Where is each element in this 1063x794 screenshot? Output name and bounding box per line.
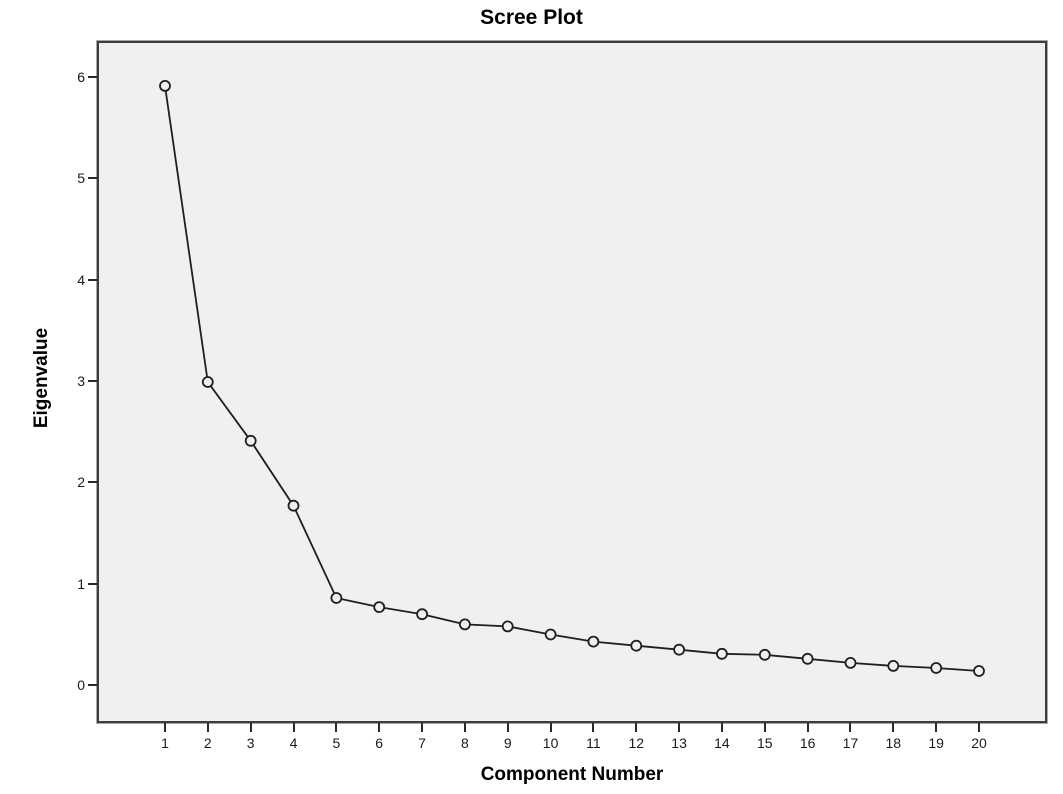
- y-tick-mark: [88, 684, 97, 687]
- y-tick-mark: [88, 278, 97, 281]
- y-tick-mark: [88, 379, 97, 382]
- x-tick-label: 1: [161, 735, 169, 751]
- data-point-marker: [501, 620, 514, 633]
- y-tick-label: 3: [77, 372, 85, 389]
- data-point-marker: [416, 608, 429, 621]
- chart-title: Scree Plot: [480, 6, 583, 29]
- data-point-marker: [330, 592, 343, 604]
- x-tick-label: 2: [203, 735, 212, 751]
- data-point-marker: [159, 80, 171, 92]
- x-tick-mark: [849, 723, 852, 732]
- data-point-marker: [887, 660, 900, 672]
- x-tick-mark: [378, 723, 381, 732]
- x-axis-title: Component Number: [480, 764, 664, 785]
- x-tick-label: 15: [756, 735, 773, 751]
- y-tick-label: 6: [77, 68, 85, 85]
- x-tick-mark: [935, 723, 938, 732]
- x-tick-mark: [249, 723, 252, 732]
- x-tick-label: 3: [246, 735, 255, 751]
- x-tick-mark: [463, 723, 466, 732]
- data-point-marker: [244, 434, 257, 447]
- data-point-marker: [587, 635, 600, 648]
- x-tick-mark: [549, 723, 552, 732]
- data-point-marker: [844, 657, 857, 669]
- x-tick-mark: [892, 723, 895, 732]
- x-tick-mark: [421, 723, 424, 732]
- x-tick-mark: [635, 723, 638, 732]
- x-tick-mark: [164, 723, 166, 732]
- x-tick-mark: [720, 723, 723, 732]
- data-point-marker: [544, 628, 557, 641]
- x-tick-label: 14: [714, 735, 730, 751]
- data-point-marker: [287, 499, 300, 512]
- x-tick-mark: [592, 723, 595, 732]
- x-tick-label: 5: [332, 735, 341, 751]
- x-tick-label: 12: [628, 735, 645, 751]
- data-point-marker: [801, 652, 814, 665]
- plot-area: [96, 40, 1048, 724]
- x-tick-label: 19: [928, 735, 944, 751]
- y-tick-mark: [88, 481, 97, 484]
- x-tick-mark: [763, 723, 766, 732]
- y-tick-mark: [88, 75, 97, 78]
- x-tick-label: 10: [542, 735, 559, 751]
- x-tick-label: 4: [289, 735, 298, 751]
- x-tick-label: 9: [503, 735, 512, 751]
- data-point-marker: [373, 601, 386, 613]
- x-tick-label: 18: [885, 735, 902, 751]
- x-tick-label: 20: [971, 735, 987, 751]
- data-point-marker: [201, 376, 214, 388]
- x-tick-label: 6: [375, 735, 384, 751]
- x-tick-mark: [506, 723, 509, 732]
- x-tick-mark: [978, 723, 980, 732]
- data-point-marker: [758, 648, 771, 661]
- series-line: [164, 85, 980, 672]
- y-tick-mark: [88, 177, 97, 180]
- x-tick-mark: [335, 723, 338, 732]
- data-point-marker: [673, 643, 685, 656]
- y-tick-label: 0: [77, 677, 85, 694]
- y-tick-mark: [88, 582, 97, 585]
- x-tick-mark: [292, 723, 295, 732]
- data-point-marker: [458, 618, 471, 631]
- scree-line-chart: [159, 80, 985, 677]
- x-tick-label: 17: [842, 735, 859, 751]
- y-tick-label: 2: [77, 474, 85, 491]
- y-tick-label: 5: [77, 170, 85, 187]
- y-tick-label: 4: [77, 271, 85, 288]
- data-point-marker: [930, 662, 943, 674]
- x-tick-mark: [806, 723, 809, 732]
- data-point-marker: [630, 639, 643, 652]
- x-tick-label: 7: [418, 735, 426, 751]
- data-point-marker: [716, 647, 728, 660]
- x-tick-label: 16: [799, 735, 816, 751]
- x-tick-label: 11: [586, 735, 601, 751]
- x-tick-mark: [678, 723, 681, 732]
- x-tick-mark: [206, 723, 209, 732]
- x-tick-label: 13: [671, 735, 687, 751]
- y-tick-label: 1: [77, 575, 85, 592]
- x-tick-label: 8: [460, 735, 469, 751]
- data-point-marker: [973, 665, 985, 677]
